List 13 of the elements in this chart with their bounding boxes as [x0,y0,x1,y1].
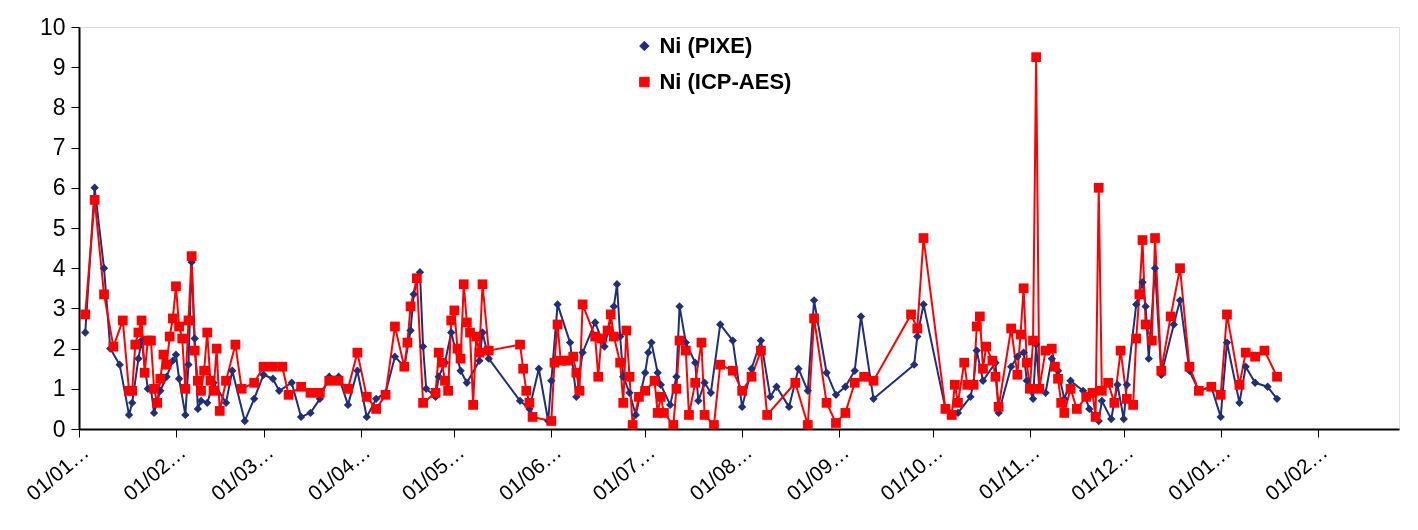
y-tick-label: 8 [52,93,66,120]
legend-label: Ni (ICP-AES) [659,69,792,94]
y-tick-label: 10 [39,13,66,40]
y-tick-label: 9 [52,53,66,80]
y-tick-label: 2 [52,335,66,362]
y-tick-label: 7 [52,134,66,161]
y-tick-label: 4 [52,254,66,281]
y-tick-label: 3 [52,294,66,321]
legend-label: Ni (PIXE) [659,33,753,58]
y-tick-label: 0 [52,415,66,442]
y-tick-label: 6 [52,174,66,201]
y-tick-label: 5 [52,214,66,241]
y-tick-label: 1 [52,375,66,402]
